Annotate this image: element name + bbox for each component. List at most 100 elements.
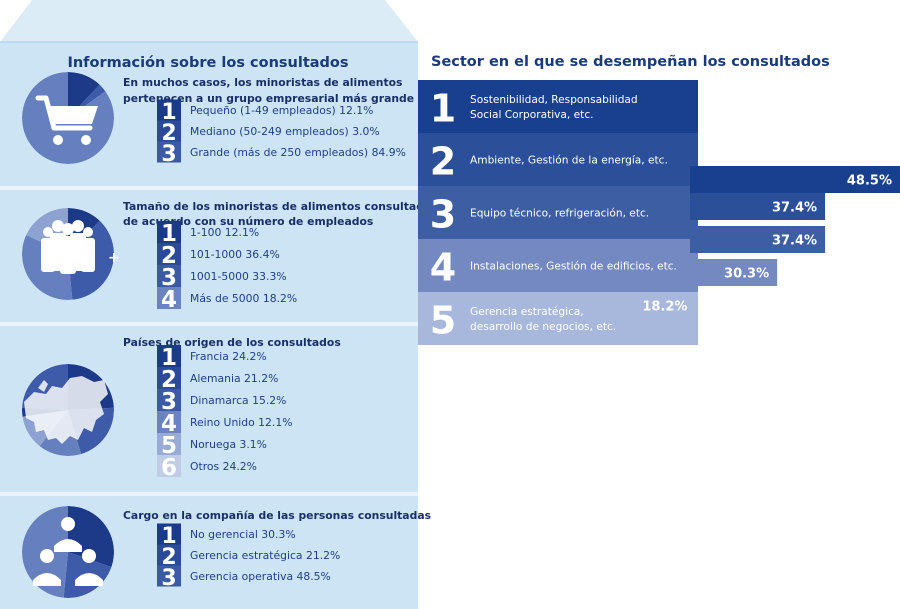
section-retailer-group: En muchos casos, los minoristas de alime… bbox=[22, 72, 414, 167]
rank-block bbox=[157, 120, 181, 142]
list-item-label: 1001-5000 33.3% bbox=[190, 270, 287, 283]
rank-block bbox=[157, 141, 181, 163]
list-item-label: Pequeño (1-49 empleados) 12.1% bbox=[190, 104, 373, 117]
section-subtitle-line: Países de origen de los consultados bbox=[123, 336, 341, 349]
sector-label: Ambiente, Gestión de la energía, etc. bbox=[470, 155, 668, 167]
sector-chart: 1 Sostenibilidad, Responsabilidad Social C… bbox=[418, 80, 900, 345]
section-countries: Países de origen de los consultados 1 Fra… bbox=[22, 336, 341, 481]
sector-bar bbox=[690, 226, 826, 253]
rank-number: 2 bbox=[161, 243, 177, 269]
rank-number: 6 bbox=[161, 455, 177, 481]
sector-rank: 2 bbox=[430, 140, 456, 184]
sector-rank: 3 bbox=[430, 193, 456, 237]
sector-bar bbox=[690, 259, 778, 286]
section-subtitle-line: Tamaño de los minoristas de alimentos co… bbox=[123, 200, 442, 213]
rank-number: 1 bbox=[161, 524, 176, 549]
ranked-list: 1 1-100 12.1% 2 101-1000 36.4% 3 1001-5000 33… bbox=[157, 221, 297, 313]
value-label: 30.3% bbox=[724, 267, 769, 282]
section-divider bbox=[0, 186, 418, 190]
list-item-label: Más de 5000 18.2% bbox=[190, 292, 297, 305]
rank-number: 3 bbox=[161, 265, 177, 291]
list-item-label: Grande (más de 250 empleados) 84.9% bbox=[190, 146, 406, 159]
list-item-label: Alemania 21.2% bbox=[190, 372, 278, 385]
info-panel-title: Información sobre los consultados bbox=[67, 55, 348, 71]
rank-block bbox=[157, 411, 181, 433]
rank-number: 2 bbox=[161, 545, 176, 570]
rank-block bbox=[157, 544, 181, 566]
section-divider bbox=[0, 492, 418, 496]
section-divider bbox=[0, 322, 418, 326]
rank-number: 2 bbox=[161, 367, 177, 393]
ranked-list: 1 No gerencial 30.3% 2 Gerencia estratégica… bbox=[157, 523, 340, 591]
sector-label: Sostenibilidad, Responsabilidad bbox=[470, 94, 638, 106]
list-item-label: Mediano (50-249 empleados) 3.0% bbox=[190, 125, 380, 138]
shopping-cart-icon bbox=[35, 95, 98, 145]
section-subtitle-line: pertenecen a un grupo empresarial más gr… bbox=[123, 92, 414, 105]
sector-label: desarrollo de negocios, etc. bbox=[470, 321, 616, 333]
chart-title: Sector en el que se desempeñan los consu… bbox=[431, 54, 830, 70]
list-item-label: Francia 24.2% bbox=[190, 350, 267, 363]
rank-number: 3 bbox=[161, 142, 176, 167]
rank-number: 1 bbox=[161, 100, 176, 125]
sector-rank: 1 bbox=[430, 87, 456, 131]
rank-number: 2 bbox=[161, 121, 176, 146]
rank-block bbox=[157, 265, 181, 287]
sector-label: Gerencia estratégica, bbox=[470, 306, 584, 318]
sector-row bbox=[418, 186, 698, 239]
rank-number: 1 bbox=[161, 345, 177, 371]
rank-block bbox=[157, 523, 181, 545]
rank-number: 4 bbox=[161, 411, 177, 437]
panel-top-face bbox=[0, 0, 418, 42]
sector-steps: 1 Sostenibilidad, Responsabilidad Social C… bbox=[418, 80, 698, 345]
sector-bar bbox=[687, 292, 696, 319]
rank-block bbox=[157, 367, 181, 389]
plus-sign: + bbox=[108, 250, 120, 266]
section-subtitle-line: Cargo en la compañía de las personas con… bbox=[123, 509, 431, 522]
value-label: 48.5% bbox=[847, 174, 892, 189]
list-item-label: Gerencia operativa 48.5% bbox=[190, 570, 331, 583]
sector-row bbox=[418, 292, 698, 345]
sector-bars: 48.5% 37.4% 37.4% 30.3% 18.2% bbox=[642, 166, 900, 319]
rank-number: 3 bbox=[161, 566, 176, 591]
sector-label: Equipo técnico, refrigeración, etc. bbox=[470, 208, 649, 220]
section-position: Cargo en la compañía de las personas con… bbox=[22, 506, 431, 598]
rank-number: 1 bbox=[161, 221, 177, 247]
sector-rank: 4 bbox=[430, 246, 456, 290]
managers-icon bbox=[33, 517, 103, 586]
list-item-label: 101-1000 36.4% bbox=[190, 248, 280, 261]
list-item-label: Dinamarca 15.2% bbox=[190, 394, 286, 407]
sector-rank: 5 bbox=[430, 299, 456, 343]
rank-block bbox=[157, 389, 181, 411]
sector-bar bbox=[690, 166, 900, 193]
sector-label: Social Corporativa, etc. bbox=[470, 109, 594, 121]
list-item-label: Noruega 3.1% bbox=[190, 438, 267, 451]
rank-block bbox=[157, 221, 181, 243]
sector-bar bbox=[690, 193, 826, 220]
value-label: 37.4% bbox=[772, 234, 817, 249]
section-retailer-size: + Tamaño de los minoristas de alimentos … bbox=[22, 200, 442, 313]
ranked-list: 1 Francia 24.2% 2 Alemania 21.2% 3 Dinamarca … bbox=[157, 345, 292, 481]
rank-block bbox=[157, 565, 181, 587]
sector-row bbox=[418, 133, 698, 186]
rank-block bbox=[157, 287, 181, 309]
list-item-label: Reino Unido 12.1% bbox=[190, 416, 292, 429]
sector-row bbox=[418, 239, 698, 292]
value-label: 37.4% bbox=[772, 201, 817, 216]
value-label: 18.2% bbox=[642, 300, 687, 315]
sector-label: Instalaciones, Gestión de edificios, etc… bbox=[470, 261, 677, 273]
rank-number: 4 bbox=[161, 287, 177, 313]
rank-block bbox=[157, 455, 181, 477]
rank-block bbox=[157, 243, 181, 265]
rank-number: 3 bbox=[161, 389, 177, 415]
europe-map-icon bbox=[24, 376, 108, 444]
rank-number: 5 bbox=[161, 433, 177, 459]
people-group-icon bbox=[41, 220, 95, 274]
rank-block bbox=[157, 433, 181, 455]
list-item-label: 1-100 12.1% bbox=[190, 226, 259, 239]
list-item-label: Gerencia estratégica 21.2% bbox=[190, 549, 340, 562]
rank-block bbox=[157, 99, 181, 121]
sector-row bbox=[418, 80, 698, 133]
ranked-list: 1 Pequeño (1-49 empleados) 12.1% 2 Mediano … bbox=[157, 99, 406, 167]
section-subtitle-line: de acuerdo con su número de empleados bbox=[123, 215, 373, 228]
